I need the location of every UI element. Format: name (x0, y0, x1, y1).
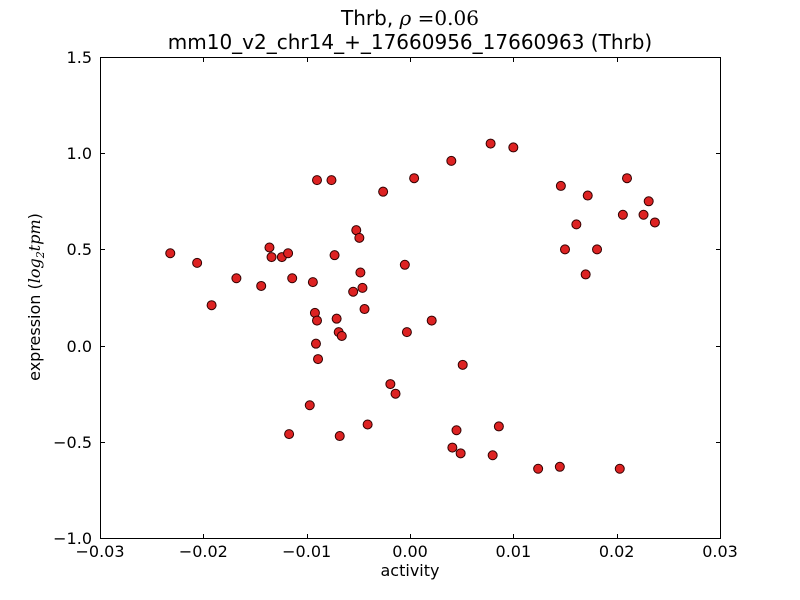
data-point (362, 419, 373, 430)
data-point (165, 248, 176, 259)
data-point (326, 175, 337, 186)
data-point (451, 425, 462, 436)
data-point (409, 173, 420, 184)
data-point (331, 313, 342, 324)
data-point (592, 244, 603, 255)
data-point (455, 448, 466, 459)
data-point (264, 242, 275, 253)
data-point (555, 180, 566, 191)
axes-frame (100, 57, 721, 539)
x-axis-label: activity (380, 561, 440, 580)
chart-subtitle: mm10_v2_chr14_+_17660956_17660963 (Thrb) (167, 30, 653, 54)
data-point (571, 219, 582, 230)
data-point (283, 248, 294, 259)
y-tick-label: 1.5 (66, 48, 92, 67)
data-point (336, 330, 347, 341)
data-point (487, 450, 498, 461)
data-point (638, 209, 649, 220)
data-point (426, 315, 437, 326)
data-point (192, 257, 203, 268)
y-tick-label: 0.5 (66, 240, 92, 260)
data-point (508, 142, 519, 153)
data-point (485, 138, 496, 149)
data-point (643, 196, 654, 207)
rho-symbol: ρ (399, 6, 412, 30)
data-point (446, 155, 457, 166)
data-point (359, 304, 370, 315)
data-point (284, 429, 295, 440)
data-point (580, 269, 591, 280)
x-tick-label: 0.03 (702, 542, 738, 561)
data-point (348, 286, 359, 297)
data-point (312, 315, 322, 326)
data-point (307, 277, 318, 288)
data-point (256, 280, 267, 291)
data-point (457, 359, 468, 370)
rho-value: =0.06 (411, 6, 479, 30)
data-point (401, 327, 412, 338)
data-point (355, 267, 366, 278)
x-tick-label: −0.01 (282, 542, 332, 561)
y-axis-label-close: ) (24, 213, 44, 220)
y-tick-label: −0.5 (53, 432, 92, 452)
data-point (493, 421, 504, 432)
data-point (399, 259, 410, 270)
data-point (617, 209, 628, 220)
x-tick-label: 0.02 (598, 542, 635, 561)
x-tick-label: 0.00 (392, 542, 428, 561)
data-point (206, 300, 217, 311)
data-point (614, 463, 625, 474)
data-point (582, 190, 593, 201)
data-point (287, 273, 298, 284)
data-point (313, 354, 324, 365)
data-point (304, 400, 315, 411)
data-point (310, 338, 321, 349)
data-point (329, 250, 340, 261)
x-tick-label: −0.03 (75, 542, 125, 561)
data-point (357, 282, 368, 293)
x-tick-label: 0.01 (495, 542, 532, 561)
data-point (334, 431, 345, 442)
y-tick-label: −1.0 (53, 529, 92, 548)
data-point (378, 186, 389, 197)
data-point (312, 175, 322, 186)
data-point (554, 461, 565, 472)
x-tick-label: −0.02 (178, 542, 228, 561)
data-point (560, 244, 570, 255)
data-point (266, 252, 277, 263)
chart-title: Thrb, ρ =0.06 (100, 7, 720, 30)
data-point (447, 442, 458, 453)
data-point (385, 379, 396, 390)
y-tick-label: 0.0 (66, 336, 92, 356)
chart-title-text: Thrb, (341, 6, 400, 30)
data-point (390, 388, 401, 399)
data-point (231, 273, 242, 284)
y-axis-label: expression (log2tpm) (25, 213, 47, 381)
data-point (622, 173, 632, 184)
data-point (354, 232, 365, 243)
y-tick-label: 1.0 (66, 144, 92, 164)
data-point (533, 463, 544, 474)
y-axis-label-math: log (24, 258, 44, 284)
data-point (649, 217, 660, 228)
y-axis-label-text: expression ( (24, 283, 44, 381)
